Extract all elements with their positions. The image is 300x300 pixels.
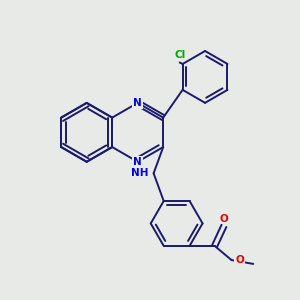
Text: O: O xyxy=(220,214,228,224)
Text: O: O xyxy=(235,255,244,265)
Text: NH: NH xyxy=(131,168,148,178)
Text: Cl: Cl xyxy=(174,50,185,59)
Text: N: N xyxy=(133,157,142,167)
Text: N: N xyxy=(133,98,142,108)
